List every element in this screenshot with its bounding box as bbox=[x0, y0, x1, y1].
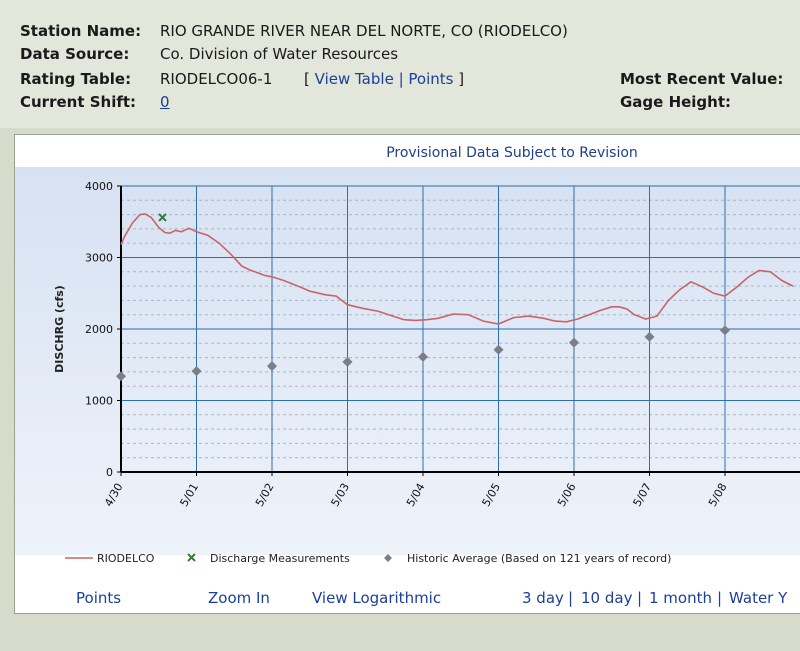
grid-lines bbox=[121, 185, 800, 472]
historic-average-point bbox=[644, 331, 655, 342]
historic-average-point bbox=[418, 351, 428, 362]
historic-average-point bbox=[191, 366, 202, 377]
link-separator: | bbox=[398, 70, 404, 88]
historic-average-point bbox=[116, 371, 126, 382]
chart-title: Provisional Data Subject to Revision bbox=[386, 145, 638, 161]
discharge-chart: Provisional Data Subject to Revision 0 10… bbox=[15, 145, 800, 565]
most-recent-value-label: Most Recent Value: bbox=[620, 70, 784, 88]
data-marks bbox=[116, 213, 794, 382]
historic-average-point bbox=[720, 325, 730, 336]
gage-height-label: Gage Height: bbox=[620, 93, 732, 111]
footer-separator: | bbox=[717, 589, 723, 607]
y-tick-label: 3000 bbox=[85, 252, 113, 265]
data-source-label: Data Source: bbox=[20, 45, 130, 63]
discharge-measurement-point bbox=[158, 213, 167, 222]
station-info-header: Station Name: RIO GRANDE RIVER NEAR DEL … bbox=[0, 0, 800, 128]
points-view-link[interactable]: Points bbox=[76, 589, 122, 607]
riodelco-series-line bbox=[120, 213, 794, 325]
y-tick-label: 0 bbox=[106, 466, 113, 479]
current-shift-label: Current Shift: bbox=[20, 93, 137, 111]
three-day-link[interactable]: 3 day bbox=[522, 589, 564, 607]
view-logarithmic-link[interactable]: View Logarithmic bbox=[312, 589, 442, 607]
ten-day-link[interactable]: 10 day bbox=[581, 589, 633, 607]
bracket-open: [ bbox=[304, 70, 310, 88]
one-month-link[interactable]: 1 month bbox=[649, 589, 712, 607]
chart-footer bbox=[14, 588, 800, 614]
data-source-value: Co. Division of Water Resources bbox=[160, 45, 399, 63]
plot-background bbox=[15, 167, 800, 555]
view-table-link[interactable]: View Table bbox=[314, 70, 394, 88]
legend-historic-label: Historic Average (Based on 121 years of … bbox=[407, 552, 671, 565]
points-link[interactable]: Points bbox=[408, 70, 454, 88]
y-tick-label: 2000 bbox=[85, 323, 113, 336]
zoom-in-link[interactable]: Zoom In bbox=[208, 589, 270, 607]
footer-separator: | bbox=[568, 589, 574, 607]
bracket-close: ] bbox=[458, 70, 465, 88]
station-name-value: RIO GRANDE RIVER NEAR DEL NORTE, CO (RIO… bbox=[160, 22, 568, 40]
water-year-link[interactable]: Water Y bbox=[729, 589, 788, 607]
rating-links: [ View Table | Points ] bbox=[304, 70, 464, 88]
y-tick-label: 4000 bbox=[85, 180, 113, 193]
legend-measurement-label: Discharge Measurements bbox=[210, 552, 350, 565]
chart-legend: RIODELCO Discharge Measurements Historic A… bbox=[65, 552, 671, 565]
chart-panel: Provisional Data Subject to Revision 0 10… bbox=[14, 134, 800, 590]
current-shift-link[interactable]: 0 bbox=[160, 93, 170, 111]
rating-table-value: RIODELCO06-1 bbox=[160, 70, 273, 88]
y-axis-label: DISCHRG (cfs) bbox=[53, 285, 66, 373]
rating-table-label: Rating Table: bbox=[20, 70, 132, 88]
y-tick-label: 1000 bbox=[85, 395, 113, 408]
legend-measurement-swatch bbox=[187, 553, 196, 562]
historic-average-point bbox=[342, 356, 353, 367]
legend-historic-swatch bbox=[384, 554, 392, 562]
station-name-label: Station Name: bbox=[20, 22, 142, 40]
legend-riodelco-label: RIODELCO bbox=[97, 552, 155, 565]
footer-separator: | bbox=[637, 589, 643, 607]
historic-average-point bbox=[493, 344, 504, 355]
historic-average-point bbox=[267, 361, 277, 372]
historic-average-point bbox=[569, 337, 579, 348]
